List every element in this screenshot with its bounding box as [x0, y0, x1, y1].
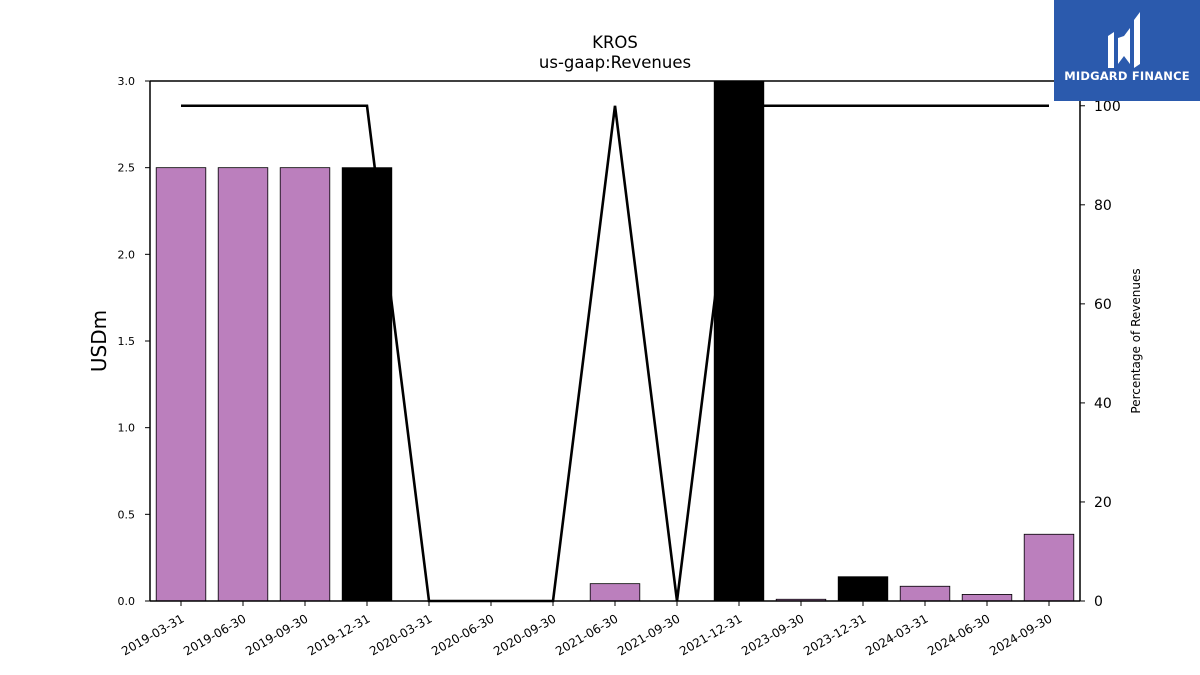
plot-area: 0.0 0.5 1.0 1.5 2.0 2.5 3.0 0 20 40 60 80 100 2019-03…: [118, 75, 1121, 658]
x-tick-label: 2019-03-31: [119, 611, 186, 658]
percentage-line: [181, 104, 1049, 603]
bar: [961, 594, 1013, 602]
y2-axis-label: Percentage of Revenues: [1129, 268, 1143, 413]
brand-name: MIDGARD FINANCE: [1064, 69, 1190, 83]
y-axis-label: USDm: [87, 310, 111, 372]
brand-logo: MIDGARD FINANCE: [1054, 0, 1200, 101]
x-tick-label: 2019-12-31: [305, 611, 372, 658]
x-tick-label: 2020-09-30: [491, 611, 558, 658]
y2-tick-label: 60: [1094, 297, 1112, 313]
y-tick-label: 0.5: [118, 508, 136, 521]
y2-tick-label: 20: [1094, 495, 1112, 511]
x-tick-label: 2021-06-30: [553, 611, 620, 658]
y2-tick-label: 100: [1094, 99, 1121, 115]
bar: [1023, 533, 1075, 602]
y-tick-label: 2.5: [118, 162, 136, 175]
bar: [155, 167, 207, 602]
bar: [837, 576, 889, 602]
bar: [589, 583, 641, 602]
y2-tick-label: 40: [1094, 396, 1112, 412]
x-tick-label: 2023-12-31: [801, 611, 868, 658]
y-tick-label: 1.0: [118, 422, 136, 435]
midgard-logo-icon: [1108, 12, 1140, 68]
chart-title: KROS: [592, 33, 638, 52]
y-tick-label: 1.5: [118, 335, 136, 348]
y2-tick-label: 80: [1094, 198, 1112, 214]
bar: [279, 167, 331, 602]
y-tick-label: 0.0: [118, 595, 136, 608]
x-tick-label: 2023-09-30: [739, 611, 806, 658]
x-tick-label: 2021-09-30: [615, 611, 682, 658]
x-tick-label: 2019-06-30: [181, 611, 248, 658]
x-tick-label: 2020-06-30: [429, 611, 496, 658]
y-tick-label: 2.0: [118, 248, 136, 261]
x-tick-label: 2021-12-31: [677, 611, 744, 658]
x-tick-label: 2019-09-30: [243, 611, 310, 658]
x-tick-label: 2024-09-30: [987, 611, 1054, 658]
x-tick-label: 2020-03-31: [367, 611, 434, 658]
bar: [899, 585, 951, 602]
y-tick-label: 3.0: [118, 75, 136, 88]
bar: [341, 167, 393, 602]
x-tick-label: 2024-03-31: [863, 611, 930, 658]
bar: [217, 167, 269, 602]
y2-tick-label: 0: [1094, 594, 1103, 610]
chart-subtitle: us-gaap:Revenues: [539, 53, 691, 72]
x-tick-label: 2024-06-30: [925, 611, 992, 658]
bar: [713, 80, 765, 602]
